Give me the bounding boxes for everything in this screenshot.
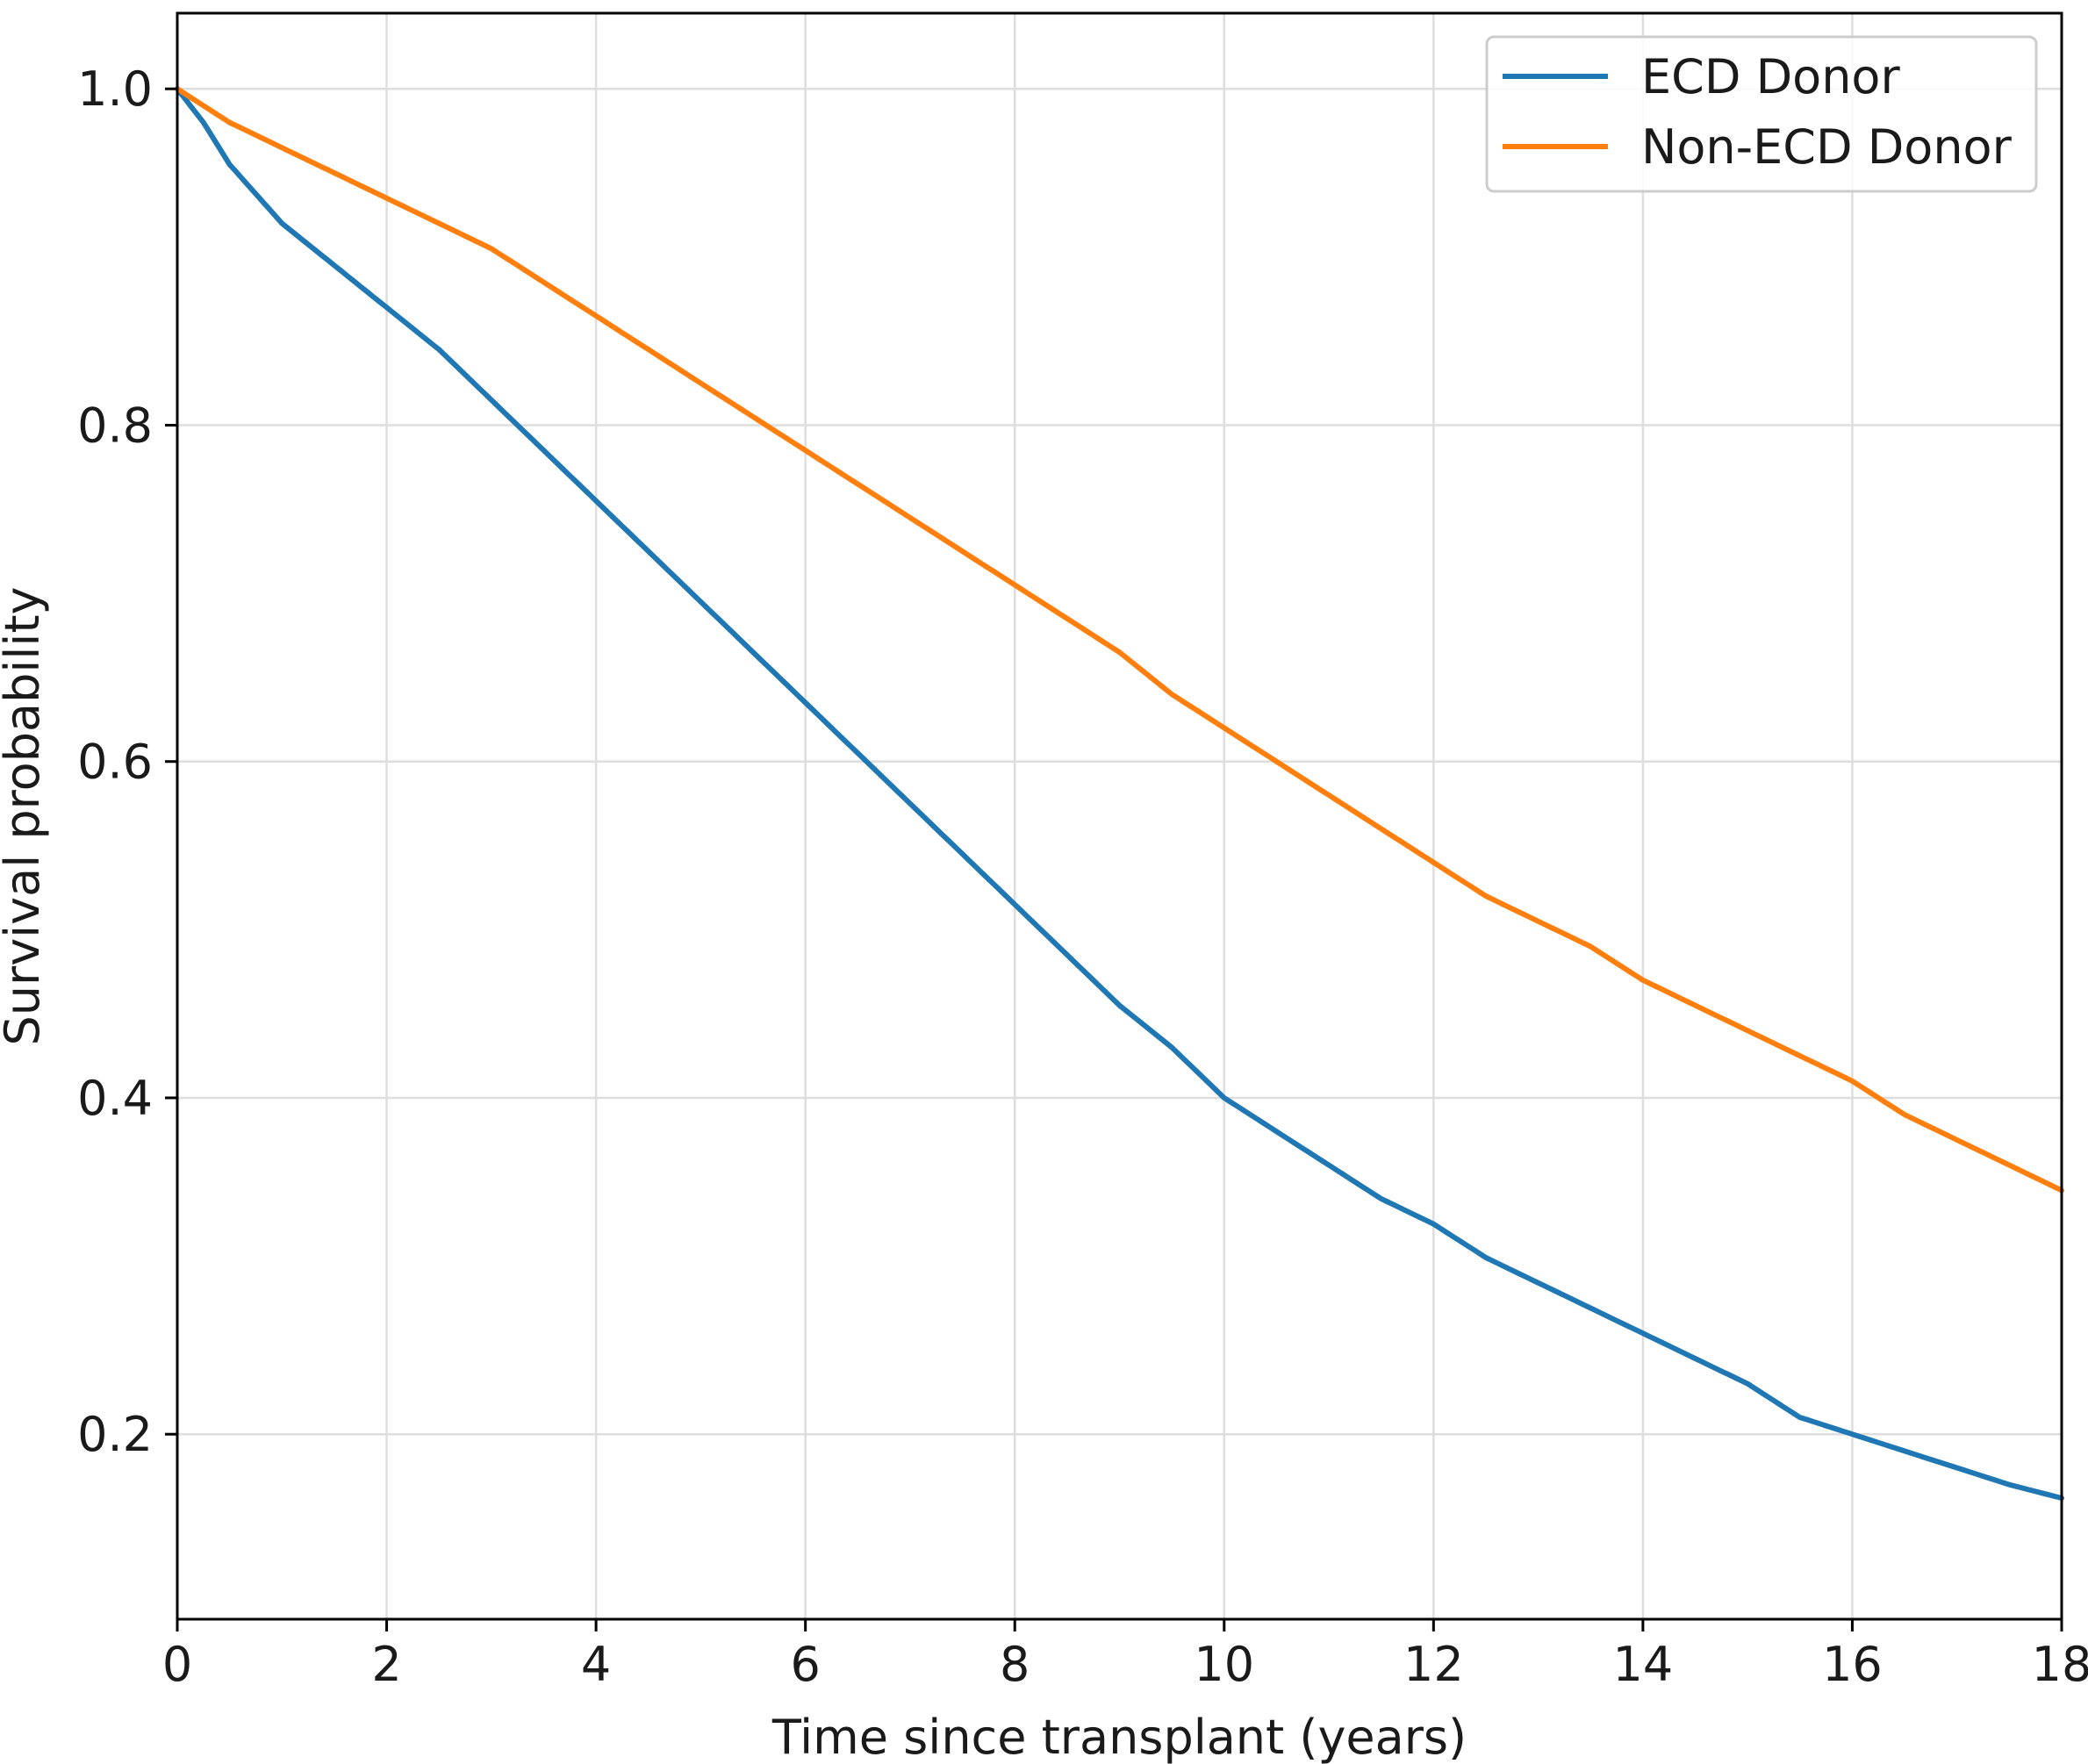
legend-box bbox=[1485, 35, 2038, 193]
y-tick-label: 0.2 bbox=[77, 1407, 153, 1462]
y-tick-label: 1.0 bbox=[77, 61, 153, 117]
legend-label: ECD Donor bbox=[1641, 49, 1900, 104]
y-tick-label: 0.6 bbox=[77, 735, 153, 790]
x-tick-label: 14 bbox=[1613, 1637, 1674, 1692]
series-line-non-ecd-donor bbox=[175, 86, 2064, 1194]
grid-lines bbox=[176, 13, 2063, 1619]
y-tick-label: 0.4 bbox=[77, 1071, 153, 1126]
legend-label: Non-ECD Donor bbox=[1641, 119, 2013, 175]
plot-frame bbox=[176, 11, 2063, 1621]
y-axis-ticks: 0.2 0.4 0.6 0.8 1.0 bbox=[77, 61, 177, 1462]
x-axis-label: Time since transplant (years) bbox=[771, 1710, 1467, 1764]
y-tick-label: 0.8 bbox=[77, 398, 153, 453]
x-tick-label: 0 bbox=[162, 1637, 192, 1692]
x-tick-label: 16 bbox=[1822, 1637, 1883, 1692]
x-tick-label: 8 bbox=[1000, 1637, 1030, 1692]
series-line-ecd-donor bbox=[175, 86, 2064, 1501]
x-tick-label: 6 bbox=[790, 1637, 820, 1692]
x-tick-label: 4 bbox=[581, 1637, 611, 1692]
x-tick-label: 12 bbox=[1403, 1637, 1464, 1692]
legend: ECD Donor Non-ECD Donor bbox=[1485, 35, 2038, 193]
y-axis-label: Survival probability bbox=[0, 587, 50, 1046]
series-layer bbox=[175, 86, 2064, 1501]
x-tick-label: 2 bbox=[371, 1637, 401, 1692]
x-axis-ticks: 0 2 4 6 8 10 12 14 16 18 bbox=[162, 1619, 2088, 1692]
x-tick-label: 18 bbox=[2032, 1637, 2088, 1692]
x-tick-label: 10 bbox=[1194, 1637, 1254, 1692]
